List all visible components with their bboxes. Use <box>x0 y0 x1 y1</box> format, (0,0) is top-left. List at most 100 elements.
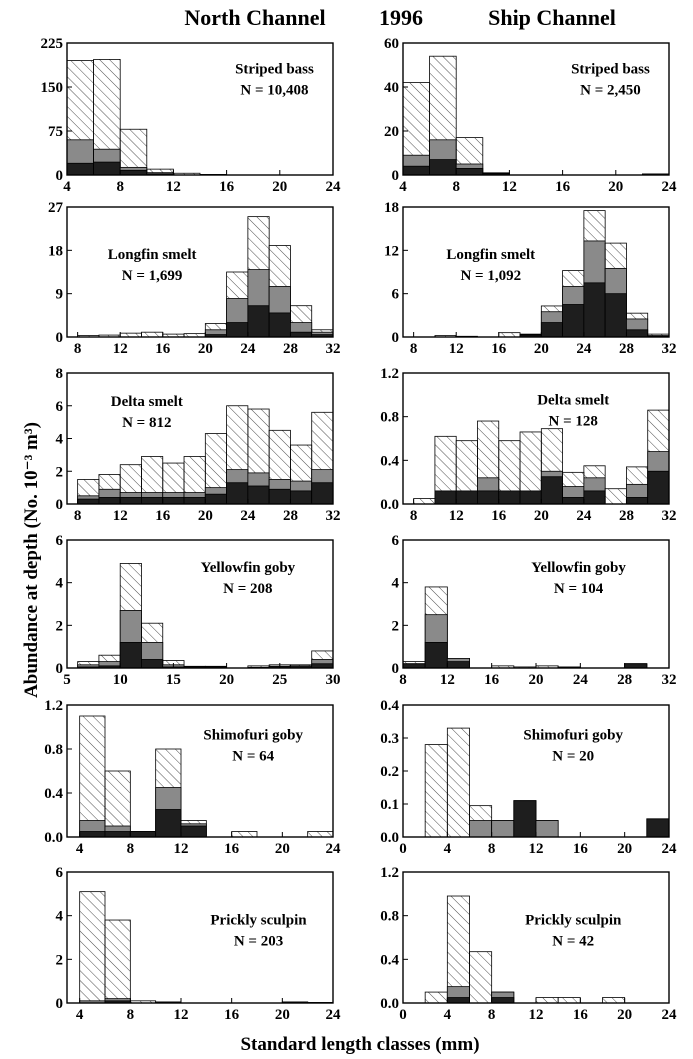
x-tick-label: 4 <box>444 841 452 857</box>
x-tick-label: 20 <box>198 341 213 357</box>
y-tick-label: 0.8 <box>380 410 399 426</box>
bar-black <box>268 488 291 505</box>
plot-frame <box>66 42 334 176</box>
x-tick-label: 20 <box>198 508 213 524</box>
bar-black <box>162 497 185 505</box>
species-label: Shimofuri goby <box>203 727 303 743</box>
panel-ship-longfin-smelt: 8 12 16 20 24 28 32 0 6 12 18 Longfin smelt N = 1,09… <box>384 200 677 357</box>
x-tick-label: 12 <box>502 179 517 195</box>
y-tick-label: 0 <box>392 168 400 184</box>
x-tick-label: 16 <box>491 341 507 357</box>
bar-black <box>519 490 542 505</box>
x-tick-label: 16 <box>573 841 589 857</box>
y-tick-label: 20 <box>384 124 399 140</box>
bar-hatched <box>79 891 106 1004</box>
x-tick-label: 12 <box>449 341 464 357</box>
panel-north-striped-bass: 4 8 12 16 20 24 0 75 150 225 Striped bass N = 10,40… <box>41 36 342 195</box>
x-tick-label: 28 <box>619 508 634 524</box>
y-tick-label: 150 <box>41 80 64 96</box>
bar-black <box>477 490 500 505</box>
panel-ship-shimofuri-goby: 0 4 8 12 16 20 24 0.0 0.1 0.2 0.3 0.4 Shimofuri goby… <box>380 698 677 857</box>
x-tick-label: 4 <box>63 179 71 195</box>
x-tick-label: 16 <box>484 672 500 688</box>
y-tick-label: 8 <box>56 366 64 382</box>
y-tick-label: 0 <box>56 330 64 346</box>
y-tick-label: 0.0 <box>380 830 399 846</box>
x-tick-label: 16 <box>155 341 171 357</box>
bar-black <box>513 800 537 838</box>
n-label: N = 812 <box>122 415 171 431</box>
x-tick-label: 24 <box>326 1007 342 1023</box>
x-tick-label: 24 <box>576 508 592 524</box>
x-tick-label: 16 <box>555 179 571 195</box>
bar-black <box>455 490 478 505</box>
bar-black <box>540 322 564 338</box>
x-tick-label: 8 <box>410 341 418 357</box>
bar-gray <box>535 820 559 838</box>
bar-hatched <box>413 498 436 505</box>
species-label: Striped bass <box>235 61 314 77</box>
x-tick-label: 20 <box>272 179 287 195</box>
y-tick-label: 0.4 <box>44 786 63 802</box>
x-tick-label: 24 <box>240 341 256 357</box>
x-tick-label: 12 <box>166 179 181 195</box>
x-tick-label: 12 <box>174 841 189 857</box>
bar-hatched <box>446 727 470 838</box>
y-tick-label: 27 <box>48 200 64 216</box>
panel-north-longfin-smelt: 8 12 16 20 24 28 32 0 9 18 27 Longfin smelt N = 1,69… <box>48 200 341 357</box>
x-tick-label: 20 <box>275 1007 290 1023</box>
bar-black <box>491 997 515 1004</box>
y-tick-label: 0 <box>392 661 400 677</box>
y-tick-label: 0.4 <box>380 453 399 469</box>
bar-hatched <box>231 831 258 838</box>
x-tick-label: 16 <box>219 179 235 195</box>
x-tick-label: 16 <box>491 508 507 524</box>
bar-black <box>268 312 291 338</box>
species-label: Yellowfin goby <box>201 560 296 576</box>
species-label: Shimofuri goby <box>523 727 623 743</box>
x-tick-label: 4 <box>76 841 84 857</box>
bar-black <box>226 322 249 338</box>
bar-black <box>562 497 585 505</box>
bar-black <box>104 831 131 838</box>
x-tick-label: 16 <box>224 1007 240 1023</box>
bar-black <box>98 497 121 505</box>
bar-black <box>77 498 100 505</box>
y-tick-label: 2 <box>56 618 64 634</box>
y-tick-label: 0.0 <box>380 996 399 1012</box>
bar-black <box>66 162 95 176</box>
x-tick-label: 20 <box>529 672 544 688</box>
n-label: N = 42 <box>552 933 594 949</box>
x-tick-label: 20 <box>617 1007 632 1023</box>
plot-frame <box>402 871 670 1004</box>
plot-frame <box>66 539 334 669</box>
x-tick-label: 10 <box>113 672 128 688</box>
plot-frame <box>66 206 334 338</box>
bar-black <box>119 497 142 505</box>
n-label: N = 104 <box>554 581 604 597</box>
bar-black <box>562 304 585 338</box>
y-tick-label: 0.8 <box>380 909 399 925</box>
y-tick-label: 4 <box>56 432 64 448</box>
y-tick-label: 0.3 <box>380 731 399 747</box>
x-tick-label: 8 <box>74 341 82 357</box>
y-tick-label: 0.1 <box>380 797 399 813</box>
y-tick-label: 60 <box>384 36 399 52</box>
species-label: Longfin smelt <box>446 247 535 263</box>
y-tick-label: 4 <box>392 576 400 592</box>
plot-frame <box>402 206 670 338</box>
bar-black <box>446 997 470 1004</box>
x-axis-label: Standard length classes (mm) <box>240 1034 479 1055</box>
species-label: Delta smelt <box>537 392 609 408</box>
y-tick-label: 0.4 <box>380 952 399 968</box>
x-tick-label: 12 <box>113 508 128 524</box>
y-tick-label: 0.2 <box>380 764 399 780</box>
y-tick-label: 75 <box>48 124 63 140</box>
x-tick-label: 8 <box>399 672 407 688</box>
x-tick-label: 30 <box>326 672 341 688</box>
x-tick-label: 12 <box>440 672 455 688</box>
y-tick-label: 6 <box>392 287 400 303</box>
bar-black <box>540 476 564 505</box>
species-label: Striped bass <box>571 61 650 77</box>
